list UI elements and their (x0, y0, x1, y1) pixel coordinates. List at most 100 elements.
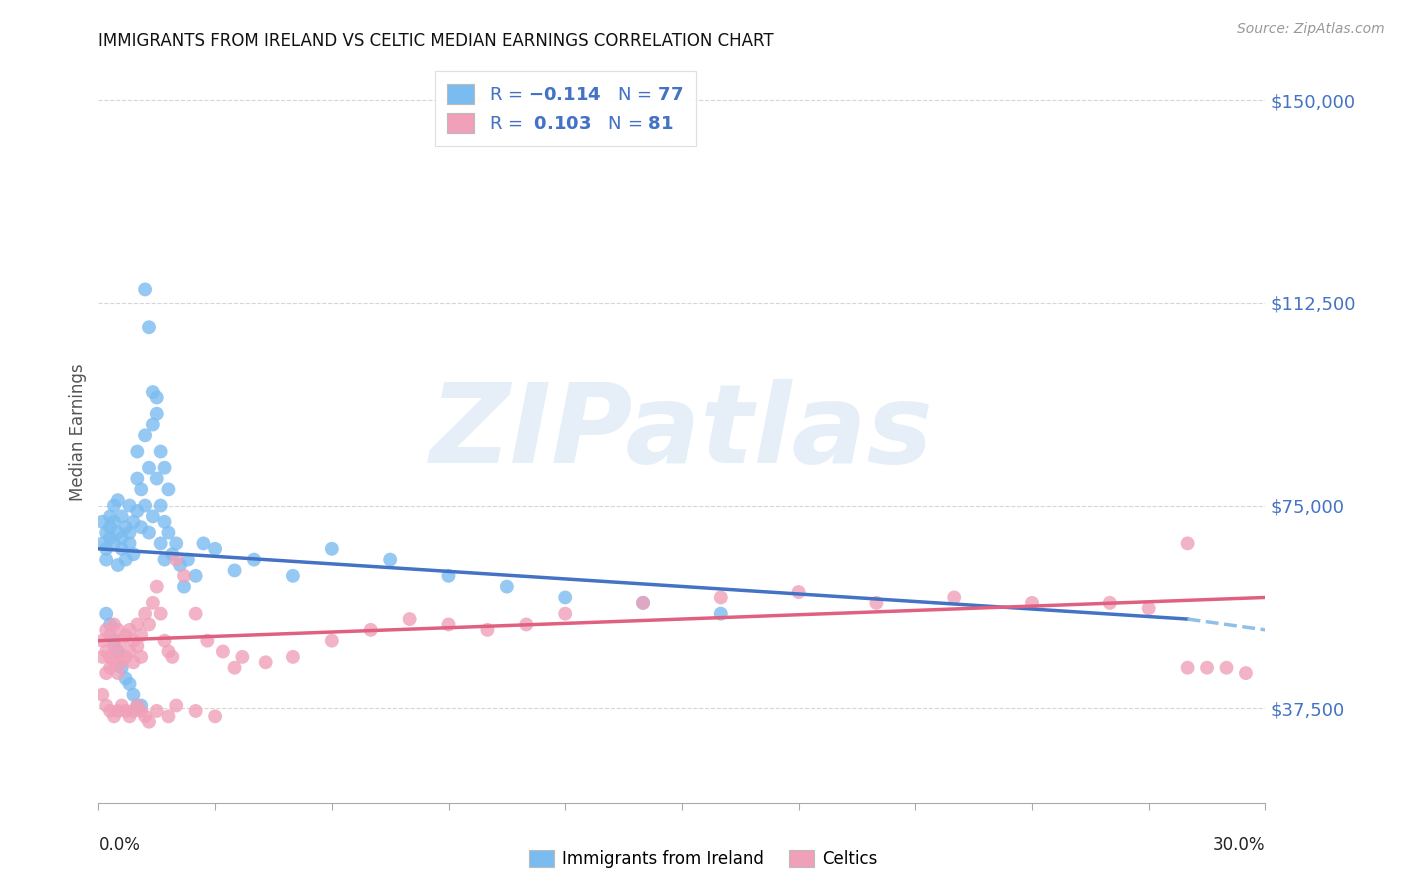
Point (204, 709, 226, 723)
Point (107, 558, 129, 572)
Point (554, 607, 576, 621)
Point (91, 536, 114, 550)
Point (127, 698, 149, 713)
Point (398, 612, 420, 626)
Point (127, 504, 149, 518)
Legend: R = $\mathbf{-0.114}$   N = $\mathbf{77}$, R =  $\mathbf{0.103}$   N = $\mathbf{: R = $\mathbf{-0.114}$ N = $\mathbf{77}$,… (434, 71, 696, 145)
Point (1234, 666, 1257, 681)
Point (165, 698, 187, 713)
Point (437, 569, 460, 583)
Point (111, 661, 134, 675)
Point (91, 688, 114, 702)
Point (212, 644, 235, 658)
Point (710, 607, 733, 621)
Point (129, 698, 152, 713)
Point (321, 633, 343, 648)
Point (107, 704, 129, 718)
Point (1195, 661, 1218, 675)
Point (146, 471, 169, 485)
Point (98, 520, 121, 534)
Point (98, 628, 121, 642)
Point (165, 552, 187, 566)
Point (477, 623, 499, 637)
Point (129, 520, 152, 534)
Point (118, 623, 141, 637)
Point (138, 525, 160, 540)
Point (1021, 596, 1043, 610)
Point (142, 417, 165, 432)
Point (96, 525, 118, 540)
Point (114, 704, 136, 718)
Point (91, 515, 114, 529)
Point (157, 709, 180, 723)
Point (515, 617, 537, 632)
Point (195, 633, 218, 648)
Point (122, 655, 145, 669)
Point (1177, 536, 1199, 550)
Point (96, 623, 118, 637)
Point (254, 655, 277, 669)
Point (1215, 661, 1237, 675)
Point (134, 607, 156, 621)
Point (231, 649, 253, 664)
Text: 30.0%: 30.0% (1213, 836, 1265, 855)
Point (98, 661, 121, 675)
Point (138, 460, 160, 475)
Point (127, 639, 149, 653)
Point (98, 531, 121, 545)
Point (122, 688, 145, 702)
Point (103, 499, 125, 513)
Point (496, 580, 519, 594)
Point (153, 460, 176, 475)
Point (169, 558, 191, 572)
Point (787, 585, 810, 599)
Text: 0.0%: 0.0% (98, 836, 141, 855)
Point (173, 580, 195, 594)
Point (134, 282, 156, 296)
Point (96, 552, 118, 566)
Point (98, 704, 121, 718)
Point (103, 617, 125, 632)
Point (103, 536, 125, 550)
Point (107, 623, 129, 637)
Point (111, 509, 134, 524)
Y-axis label: Median Earnings: Median Earnings (69, 364, 87, 501)
Point (165, 536, 187, 550)
Point (224, 563, 246, 577)
Point (122, 515, 145, 529)
Point (96, 698, 118, 713)
Point (142, 596, 165, 610)
Point (149, 536, 172, 550)
Point (96, 541, 118, 556)
Point (118, 709, 141, 723)
Point (224, 661, 246, 675)
Point (157, 525, 180, 540)
Point (157, 644, 180, 658)
Point (127, 698, 149, 713)
Point (114, 672, 136, 686)
Point (138, 320, 160, 334)
Point (149, 607, 172, 621)
Point (281, 649, 304, 664)
Point (1137, 601, 1160, 615)
Point (107, 644, 129, 658)
Point (631, 596, 654, 610)
Point (243, 552, 266, 566)
Point (173, 569, 195, 583)
Point (554, 591, 576, 605)
Point (134, 709, 156, 723)
Point (360, 623, 382, 637)
Point (114, 649, 136, 664)
Point (146, 391, 169, 405)
Point (184, 607, 207, 621)
Point (710, 591, 733, 605)
Point (127, 444, 149, 458)
Point (127, 471, 149, 485)
Point (138, 714, 160, 729)
Point (162, 649, 184, 664)
Point (114, 552, 136, 566)
Point (103, 655, 125, 669)
Point (321, 541, 343, 556)
Point (114, 628, 136, 642)
Point (204, 541, 226, 556)
